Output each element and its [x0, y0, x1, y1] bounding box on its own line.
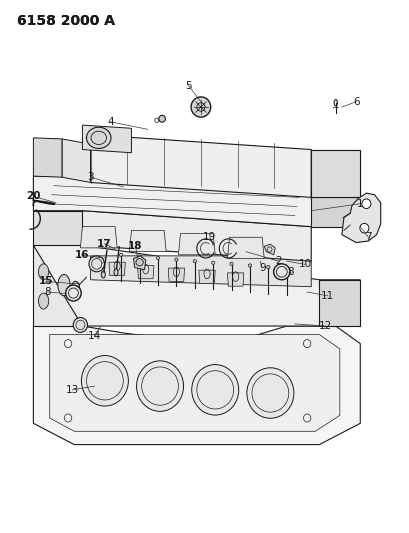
Polygon shape: [33, 176, 360, 227]
Text: 19: 19: [203, 232, 216, 243]
Polygon shape: [49, 335, 339, 431]
Ellipse shape: [65, 285, 81, 301]
Ellipse shape: [361, 199, 370, 208]
Ellipse shape: [211, 261, 214, 264]
Ellipse shape: [156, 256, 159, 260]
Text: 6158 2000 A: 6158 2000 A: [17, 14, 115, 28]
Polygon shape: [319, 280, 360, 326]
Polygon shape: [137, 265, 153, 279]
Ellipse shape: [89, 256, 104, 272]
Ellipse shape: [136, 361, 183, 411]
Polygon shape: [310, 150, 360, 197]
Text: 13: 13: [65, 385, 79, 395]
Text: 6: 6: [352, 96, 359, 107]
Polygon shape: [33, 245, 82, 326]
Ellipse shape: [81, 356, 128, 406]
Polygon shape: [82, 211, 310, 261]
Ellipse shape: [359, 223, 368, 233]
Ellipse shape: [193, 260, 196, 263]
Text: 4: 4: [108, 117, 114, 127]
Ellipse shape: [38, 293, 49, 309]
Polygon shape: [109, 262, 125, 276]
Polygon shape: [33, 211, 82, 245]
Text: 15: 15: [38, 277, 53, 286]
Ellipse shape: [158, 115, 165, 122]
Ellipse shape: [191, 365, 238, 415]
Text: 2: 2: [274, 256, 281, 266]
Text: 17: 17: [97, 239, 111, 248]
Polygon shape: [264, 244, 274, 255]
Polygon shape: [129, 230, 166, 252]
Text: 6158 2000 A: 6158 2000 A: [17, 14, 115, 28]
Text: 9: 9: [258, 263, 265, 272]
Polygon shape: [33, 245, 360, 326]
Text: 18: 18: [128, 241, 142, 251]
Polygon shape: [90, 135, 310, 197]
Polygon shape: [82, 125, 131, 153]
Ellipse shape: [71, 281, 79, 296]
Text: 14: 14: [88, 330, 101, 341]
Polygon shape: [80, 227, 117, 248]
Polygon shape: [33, 326, 360, 445]
Polygon shape: [133, 256, 145, 270]
Ellipse shape: [273, 264, 289, 280]
Ellipse shape: [138, 255, 141, 258]
Ellipse shape: [114, 269, 118, 276]
Ellipse shape: [101, 271, 105, 278]
Polygon shape: [62, 139, 90, 182]
Ellipse shape: [174, 258, 178, 261]
Polygon shape: [168, 268, 184, 281]
Ellipse shape: [191, 97, 210, 117]
Ellipse shape: [284, 267, 288, 270]
Text: 20: 20: [26, 191, 40, 201]
Ellipse shape: [119, 253, 123, 256]
Ellipse shape: [266, 265, 269, 269]
Polygon shape: [227, 237, 264, 259]
Polygon shape: [198, 270, 215, 284]
Polygon shape: [90, 256, 310, 287]
Ellipse shape: [229, 262, 233, 265]
Polygon shape: [310, 192, 360, 227]
Text: 1: 1: [356, 199, 363, 209]
Text: 11: 11: [320, 290, 333, 301]
Text: 10: 10: [298, 260, 311, 269]
Polygon shape: [227, 273, 243, 286]
Polygon shape: [33, 138, 62, 177]
Text: 16: 16: [74, 250, 89, 260]
Text: 8: 8: [287, 267, 293, 277]
Polygon shape: [341, 193, 380, 243]
Ellipse shape: [246, 368, 293, 418]
Ellipse shape: [248, 264, 251, 267]
Polygon shape: [178, 233, 215, 255]
Polygon shape: [310, 150, 360, 197]
Text: 12: 12: [318, 321, 331, 331]
Ellipse shape: [38, 264, 49, 280]
Text: 3: 3: [87, 172, 94, 182]
Ellipse shape: [86, 127, 111, 149]
Text: 7: 7: [364, 232, 371, 243]
Ellipse shape: [136, 259, 143, 266]
Ellipse shape: [58, 274, 70, 296]
Text: 8: 8: [44, 287, 51, 297]
Text: 5: 5: [185, 81, 191, 91]
Ellipse shape: [73, 318, 87, 333]
